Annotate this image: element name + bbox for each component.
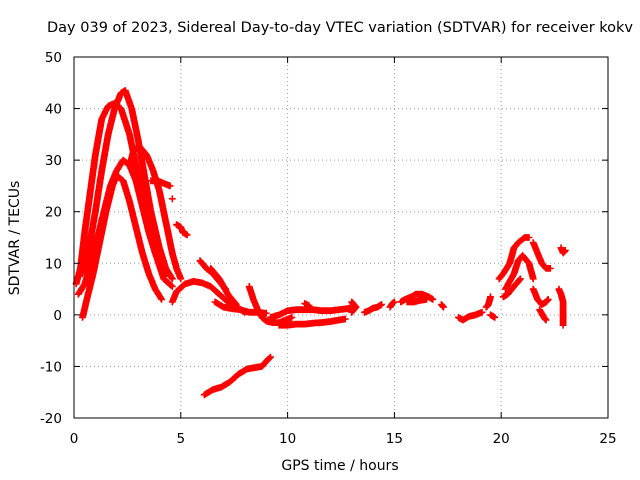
series-arc-26 [487, 311, 499, 321]
data-points [72, 87, 569, 399]
series-arc-29 [499, 275, 524, 301]
series-arc-7 [168, 195, 176, 203]
series-markers [79, 172, 165, 321]
series-arc-30 [529, 239, 554, 272]
series-arc-14 [200, 353, 274, 399]
x-tick-label: 10 [279, 431, 296, 447]
series-markers [200, 353, 274, 399]
y-tick-label: 50 [45, 50, 62, 66]
series-markers [529, 239, 554, 272]
series-arc-28 [502, 252, 537, 293]
series-markers [487, 311, 499, 321]
series-markers [555, 285, 567, 329]
series-arc-23 [438, 301, 447, 311]
x-tick-label: 20 [493, 431, 510, 447]
series-arc-24 [455, 308, 486, 324]
series-arc-32 [536, 306, 550, 324]
y-tick-label: 0 [53, 308, 62, 324]
series-markers [529, 285, 552, 308]
series-arc-18 [348, 298, 360, 316]
series-markers [495, 234, 533, 283]
series-markers [386, 298, 398, 311]
series-arc-21 [397, 290, 437, 306]
series-markers [397, 290, 437, 306]
series-markers [348, 298, 360, 316]
x-tick-label: 0 [70, 431, 79, 447]
series-markers [455, 308, 486, 324]
y-tick-label: 10 [45, 256, 62, 272]
series-markers [126, 143, 185, 283]
series-markers [361, 301, 385, 316]
series-markers [482, 293, 494, 311]
series-markers [207, 265, 240, 308]
x-tick-label: 15 [386, 431, 403, 447]
series-markers [147, 177, 174, 190]
series-arc-19 [361, 301, 385, 316]
series-arc-20 [386, 298, 398, 311]
series-arc-22 [403, 296, 430, 306]
series-arc-27 [495, 234, 533, 283]
series-markers [301, 300, 313, 309]
series-markers [173, 221, 191, 239]
series-arc-33 [557, 244, 569, 257]
series-arc-17 [301, 300, 313, 309]
series-arc-31 [529, 285, 552, 308]
series-arc-6 [147, 177, 174, 190]
series-arc-4 [79, 172, 165, 321]
y-tick-label: -20 [40, 411, 62, 427]
plot-frame [73, 56, 609, 419]
series-arc-2 [79, 87, 176, 283]
series-markers [502, 252, 537, 293]
series-markers [79, 87, 176, 283]
series-arc-34 [555, 285, 567, 329]
series-arc-8 [173, 221, 191, 239]
axes: 0 5 10 15 20 25 -20 -10 0 10 20 30 40 50 [40, 50, 617, 447]
x-tick-label: 5 [177, 431, 186, 447]
series-markers [536, 306, 550, 324]
y-tick-label: 30 [45, 153, 62, 169]
series-arc-11 [207, 265, 240, 308]
series-arc-16 [275, 315, 349, 329]
series-arc-25 [482, 293, 494, 311]
series-markers [557, 244, 569, 257]
y-tick-label: 20 [45, 205, 62, 221]
y-tick-label: 40 [45, 102, 62, 118]
y-axis-label: SDTVAR / TECUs [7, 181, 23, 296]
x-tick-label: 25 [599, 431, 616, 447]
series-arc-5 [126, 143, 185, 283]
y-tick-label: -10 [40, 359, 62, 375]
series-markers [499, 275, 524, 301]
series-arc-15 [267, 303, 358, 321]
chart-title: Day 039 of 2023, Sidereal Day-to-day VTE… [47, 20, 633, 36]
series-markers [275, 315, 349, 329]
x-axis-label: GPS time / hours [281, 458, 398, 474]
series-markers [403, 296, 430, 306]
series-markers [168, 195, 176, 203]
series-markers [267, 303, 358, 321]
series-markers [438, 301, 447, 311]
